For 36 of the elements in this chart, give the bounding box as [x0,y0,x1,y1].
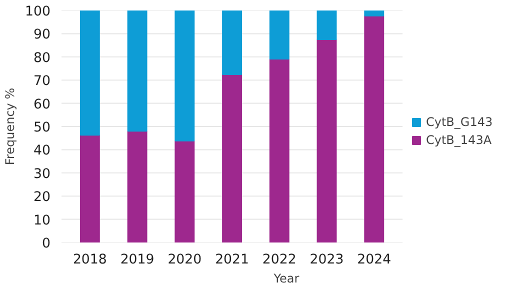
y-tick-label: 90 [34,28,51,43]
y-tick-label: 40 [34,144,51,159]
y-tick-label: 10 [34,213,51,228]
y-tick-label: 80 [34,50,51,66]
bar [222,74,242,242]
bar [269,10,290,60]
bar [174,140,195,242]
y-tick-label: 0 [42,236,51,252]
x-tick-label: 2020 [168,252,202,268]
legend-label: CytB_G143 [426,115,493,129]
bar [80,134,100,242]
bar [174,10,195,142]
y-tick-label: 100 [25,4,51,20]
bar [80,10,100,136]
y-tick-label: 60 [34,97,51,112]
x-axis-title: Year [272,272,300,286]
x-tick-label: 2024 [357,252,392,268]
bar [222,10,242,76]
bar [127,10,148,132]
y-tick-label: 70 [34,74,51,90]
bar [127,130,148,242]
bar [364,15,384,242]
x-tick-label: 2018 [72,252,107,268]
legend-label: CytB_143A [426,133,492,147]
x-tick-label: 2023 [310,252,344,268]
bar [316,10,337,40]
y-tick-label: 20 [34,190,51,206]
bar [316,39,337,242]
x-tick-label: 2019 [120,252,154,268]
x-tick-label: 2022 [262,252,296,268]
bar [269,58,290,242]
x-tick-label: 2021 [215,252,249,268]
y-tick-label: 50 [34,120,51,136]
bar [364,10,384,16]
y-tick-label: 30 [34,166,51,182]
y-axis-title: Frequency % [3,88,18,166]
